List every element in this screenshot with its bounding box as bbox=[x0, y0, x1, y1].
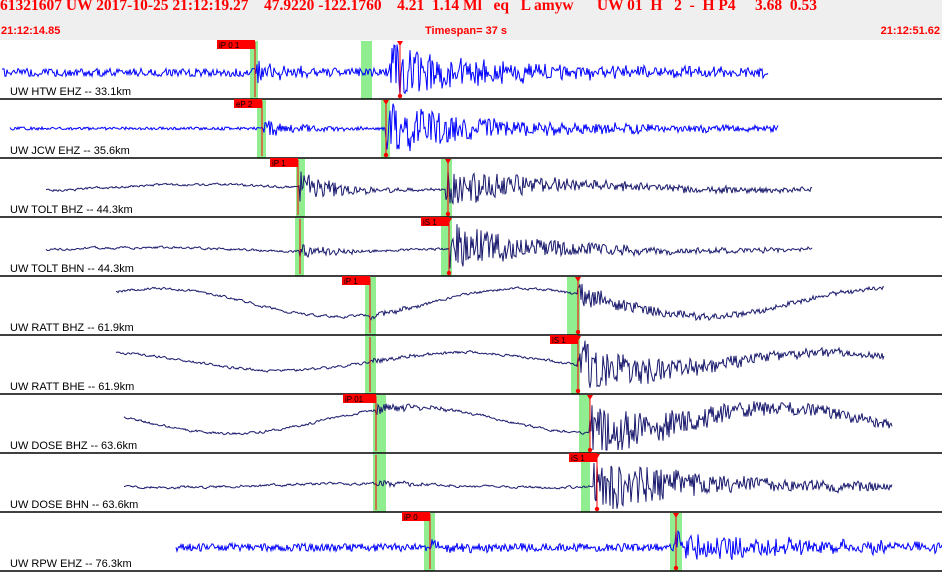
station-label: UW DOSE BHZ -- 63.6km bbox=[10, 440, 137, 452]
pick-end-dot bbox=[594, 506, 600, 512]
pick-end-dot bbox=[383, 152, 389, 158]
trace-panel[interactable]: iS 1 UW DOSE BHN -- 63.6km bbox=[0, 453, 942, 513]
waveform bbox=[123, 462, 893, 510]
waveform bbox=[115, 283, 885, 322]
pick-marker-icon bbox=[673, 513, 679, 518]
pick-label: iP 01 bbox=[345, 395, 364, 404]
pick-marker-icon bbox=[383, 100, 389, 105]
pick-window bbox=[441, 218, 452, 276]
pick-flag bbox=[234, 99, 262, 108]
end-time-label: 21:12:51.62 bbox=[880, 25, 940, 37]
pick-end-dot bbox=[446, 270, 452, 276]
trace-panel[interactable]: eP 2 UW JCW EHZ -- 35.6km bbox=[0, 99, 942, 159]
pick-end-dot bbox=[587, 447, 593, 453]
pick-end-dot bbox=[575, 329, 581, 335]
pick-flag bbox=[270, 158, 298, 167]
station-label: UW RATT BHZ -- 61.9km bbox=[10, 322, 134, 334]
waveform bbox=[45, 170, 813, 206]
station-label: UW DOSE BHN -- 63.6km bbox=[10, 499, 138, 511]
pick-marker-icon bbox=[445, 159, 451, 164]
pick-label: eP 2 bbox=[236, 100, 253, 109]
pick-flag bbox=[217, 40, 255, 49]
pick-flag bbox=[342, 276, 370, 285]
pick-flag bbox=[550, 335, 578, 344]
trace-panel[interactable]: iP 1 UW TOLT BHZ -- 44.3km bbox=[0, 158, 942, 218]
pick-window bbox=[441, 159, 452, 217]
trace-panel[interactable]: iP 0 1 UW HTW EHZ -- 33.1km bbox=[0, 40, 942, 100]
pick-marker-icon bbox=[575, 336, 581, 341]
pick-marker-icon bbox=[446, 218, 452, 223]
trace-panel[interactable]: iS 1 UW TOLT BHN -- 44.3km bbox=[0, 217, 942, 277]
waveform bbox=[175, 529, 942, 561]
station-label: UW JCW EHZ -- 35.6km bbox=[10, 145, 130, 157]
pick-label: iS 1 bbox=[552, 336, 566, 345]
pick-window bbox=[373, 395, 386, 453]
trace-panel[interactable]: iP 1 UW RATT BHZ -- 61.9km bbox=[0, 276, 942, 336]
waveform bbox=[1, 44, 769, 97]
pick-label: iP 1 bbox=[344, 277, 358, 286]
pick-flag bbox=[569, 453, 597, 462]
pick-marker-icon bbox=[397, 41, 403, 46]
pick-marker-icon bbox=[594, 454, 600, 459]
pick-flag bbox=[402, 512, 430, 521]
waveform bbox=[9, 103, 779, 152]
trace-panel[interactable]: iS 1 UW RATT BHE -- 61.9km bbox=[0, 335, 942, 395]
pick-end-dot bbox=[575, 388, 581, 394]
pick-window bbox=[567, 277, 580, 335]
pick-flag bbox=[421, 217, 449, 226]
waveform bbox=[45, 224, 813, 269]
pick-label: iS 1 bbox=[423, 218, 437, 227]
pick-end-dot bbox=[397, 93, 403, 99]
waveform bbox=[115, 340, 885, 388]
seismogram-panel[interactable]: iP 0 1 UW HTW EHZ -- 33.1km eP 2 UW JCW EHZ… bbox=[0, 40, 942, 580]
pick-label: iP 1 bbox=[272, 159, 286, 168]
station-label: UW TOLT BHN -- 44.3km bbox=[10, 263, 134, 275]
station-label: UW TOLT BHZ -- 44.3km bbox=[10, 204, 133, 216]
pick-window bbox=[250, 41, 258, 99]
pick-label: iS 1 bbox=[571, 454, 585, 463]
waveform bbox=[123, 401, 893, 451]
station-label: UW RPW EHZ -- 76.3km bbox=[10, 558, 132, 570]
start-time-label: 21:12:14.85 bbox=[1, 25, 61, 37]
pick-marker-icon bbox=[587, 395, 593, 400]
pick-flag bbox=[343, 394, 376, 403]
pick-window bbox=[579, 395, 590, 453]
trace-panel[interactable]: iP 0 UW RPW EHZ -- 76.3km bbox=[0, 512, 942, 572]
pick-marker-icon bbox=[575, 277, 581, 282]
pick-label: iP 0 1 bbox=[219, 41, 240, 50]
trace-panel[interactable]: iP 01 UW DOSE BHZ -- 63.6km bbox=[0, 394, 942, 454]
station-label: UW RATT BHE -- 61.9km bbox=[10, 381, 134, 393]
station-label: UW HTW EHZ -- 33.1km bbox=[10, 86, 131, 98]
pick-window bbox=[581, 454, 590, 512]
event-summary-line: 61321607 UW 2017-10-25 21:12:19.27 47.92… bbox=[0, 0, 818, 14]
event-header: 61321607 UW 2017-10-25 21:12:19.27 47.92… bbox=[0, 0, 942, 40]
timespan-label: Timespan= 37 s bbox=[425, 25, 508, 37]
pick-label: iP 0 bbox=[404, 513, 418, 522]
pick-end-dot bbox=[673, 565, 679, 571]
pick-end-dot bbox=[445, 211, 451, 217]
